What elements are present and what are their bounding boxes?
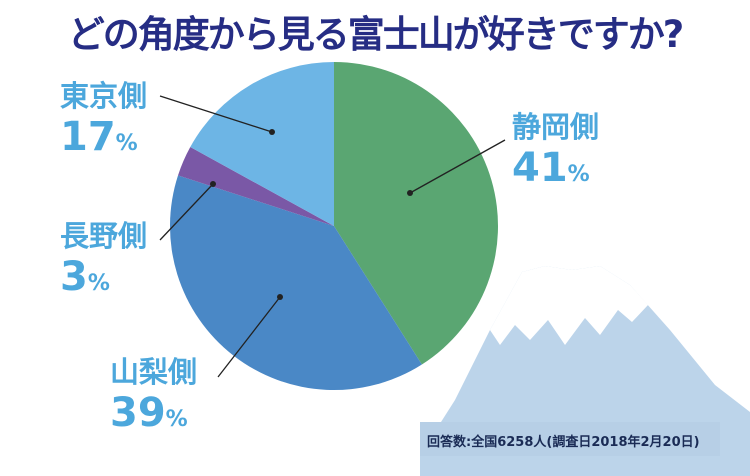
label-yamanashi: 山梨側 39% — [110, 355, 198, 436]
pie-slice — [178, 146, 334, 226]
mountain-snowcap — [490, 266, 648, 345]
leader-dot — [210, 181, 216, 187]
label-tokyo: 東京側 17% — [60, 79, 148, 160]
chart-title: どの角度から見る富士山が好きですか? — [67, 13, 684, 56]
pie-slice — [170, 175, 422, 390]
leader-line — [409, 139, 506, 194]
mountain-illustration — [420, 266, 750, 476]
footer-band — [420, 422, 720, 456]
leader-line — [159, 95, 273, 133]
leader-dot — [277, 294, 283, 300]
label-nagano: 長野側 3% — [60, 219, 148, 300]
pie-slice — [334, 62, 498, 365]
leader-line — [159, 183, 214, 241]
leader-dot — [269, 129, 275, 135]
pie-slice — [190, 62, 334, 226]
label-shizuoka: 静岡側 41% — [512, 110, 600, 191]
leader-line — [217, 296, 281, 378]
leader-dot — [407, 190, 413, 196]
survey-note: 回答数:全国6258人(調査日2018年2月20日) — [427, 435, 700, 450]
